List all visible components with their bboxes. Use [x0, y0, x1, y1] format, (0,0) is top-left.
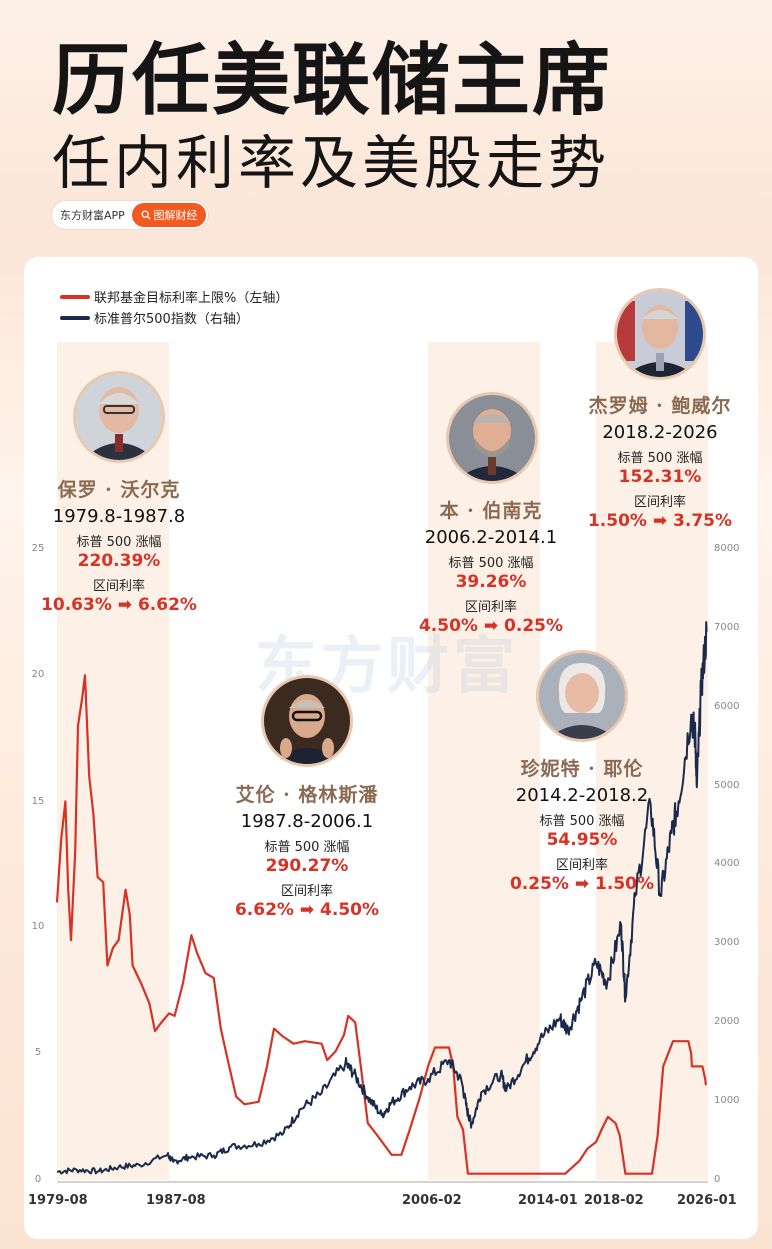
- chair-name: 本 · 伯南克: [439, 500, 543, 522]
- rate-range-label: 区间利率: [92, 579, 145, 594]
- brand-tag-button[interactable]: 图解财经: [132, 203, 206, 227]
- y-right-tick: 2000: [714, 1016, 740, 1027]
- y-left-tick: 5: [34, 1047, 42, 1058]
- spx-gain-label: 标普 500 涨幅: [264, 840, 350, 855]
- rate-range-value: 6.62% ➡ 4.50%: [234, 900, 380, 920]
- legend-swatch-rate: [60, 294, 90, 299]
- brand-tag-label: 图解财经: [153, 209, 198, 222]
- spx-gain-value: 152.31%: [618, 467, 702, 487]
- legend-item-spx: 标准普尔500指数（右轴）: [60, 307, 288, 328]
- chair-term: 2006.2-2014.1: [424, 527, 558, 548]
- x-tick-label: 1979-08: [28, 1193, 88, 1208]
- rate-range-label: 区间利率: [464, 600, 517, 615]
- chair-name: 艾伦 · 格林斯潘: [235, 784, 379, 806]
- legend-item-rate: 联邦基金目标利率上限%（左轴）: [60, 286, 288, 307]
- page-title: 历任美联储主席: [52, 36, 613, 126]
- rate-range-value: 4.50% ➡ 0.25%: [418, 616, 564, 636]
- rate-range-value: 1.50% ➡ 3.75%: [587, 511, 733, 531]
- x-tick-label: 2018-02: [584, 1193, 644, 1208]
- chair-term: 2018.2-2026: [602, 422, 718, 443]
- spx-gain-value: 39.26%: [455, 572, 527, 592]
- page-subtitle: 任内利率及美股走势: [52, 129, 611, 197]
- portrait-volcker-icon: [73, 371, 165, 463]
- spx-gain-value: 54.95%: [546, 830, 618, 850]
- term-band-0: [57, 342, 169, 1180]
- y-right-tick: 4000: [714, 858, 740, 869]
- portrait-powell-icon: [614, 288, 706, 380]
- y-left-tick: 20: [31, 669, 45, 680]
- y-right-tick: 0: [714, 1174, 721, 1185]
- spx-line: [56, 621, 708, 1175]
- y-left-tick: 10: [31, 921, 45, 932]
- y-right-tick: 3000: [714, 937, 740, 948]
- term-band-2: [596, 342, 708, 1180]
- chair-greenspan: 艾伦 · 格林斯潘 1987.8-2006.1 标普 500 涨幅 290.27…: [197, 780, 417, 920]
- y-left-tick: 0: [34, 1174, 42, 1185]
- y-right-tick: 6000: [714, 701, 740, 712]
- rate-range-value: 10.63% ➡ 6.62%: [41, 595, 197, 615]
- x-tick-label: 2006-02: [402, 1193, 462, 1208]
- spx-gain-label: 标普 500 涨幅: [617, 451, 703, 466]
- portrait-bernanke-icon: [446, 392, 538, 484]
- spx-gain-label: 标普 500 涨幅: [76, 535, 162, 550]
- chair-bernanke: 本 · 伯南克 2006.2-2014.1 标普 500 涨幅 39.26% 区…: [381, 496, 601, 636]
- rate-series: [55, 674, 707, 1175]
- y-right-tick: 7000: [714, 622, 740, 633]
- chair-yellen: 珍妮特 · 耶伦 2014.2-2018.2 标普 500 涨幅 54.95% …: [472, 754, 692, 894]
- chair-powell: 杰罗姆 · 鲍威尔 2018.2-2026 标普 500 涨幅 152.31% …: [550, 391, 770, 531]
- term-bands: [57, 342, 708, 1180]
- portrait-yellen-icon: [536, 650, 628, 742]
- legend-label-spx: 标准普尔500指数（右轴）: [94, 312, 249, 327]
- brand-badge[interactable]: 东方财富APP 图解财经: [52, 201, 208, 229]
- chair-term: 1987.8-2006.1: [240, 811, 374, 832]
- y-right-tick: 8000: [714, 543, 740, 554]
- y-left-tick: 15: [31, 796, 45, 807]
- spx-gain-label: 标普 500 涨幅: [539, 814, 625, 829]
- chair-name: 杰罗姆 · 鲍威尔: [588, 395, 732, 417]
- chair-term: 2014.2-2018.2: [515, 785, 649, 806]
- chair-term: 1979.8-1987.8: [52, 506, 186, 527]
- chair-name: 珍妮特 · 耶伦: [520, 758, 644, 780]
- chair-volcker: 保罗 · 沃尔克 1979.8-1987.8 标普 500 涨幅 220.39%…: [9, 475, 229, 615]
- legend: 联邦基金目标利率上限%（左轴） 标准普尔500指数（右轴）: [60, 286, 288, 328]
- y-right-tick: 5000: [714, 780, 740, 791]
- x-tick-label: 2026-01: [677, 1193, 737, 1208]
- spx-series: [56, 621, 708, 1175]
- y-right-tick: 1000: [714, 1095, 740, 1106]
- portrait-greenspan-icon: [261, 675, 353, 767]
- legend-label-rate: 联邦基金目标利率上限%（左轴）: [94, 291, 289, 306]
- rate-line: [55, 674, 707, 1175]
- x-tick-label: 2014-01: [518, 1193, 578, 1208]
- spx-gain-value: 220.39%: [77, 551, 161, 571]
- chair-name: 保罗 · 沃尔克: [57, 479, 181, 501]
- spx-gain-value: 290.27%: [265, 856, 349, 876]
- brand-app-label: 东方财富APP: [60, 209, 125, 222]
- spx-gain-label: 标普 500 涨幅: [448, 556, 534, 571]
- search-icon: [141, 210, 150, 220]
- rate-range-label: 区间利率: [280, 884, 333, 899]
- rate-range-label: 区间利率: [555, 858, 608, 873]
- legend-swatch-spx: [60, 315, 90, 320]
- rate-range-label: 区间利率: [633, 495, 686, 510]
- x-tick-label: 1987-08: [146, 1193, 206, 1208]
- rate-range-value: 0.25% ➡ 1.50%: [509, 874, 655, 894]
- y-left-tick: 25: [31, 543, 45, 554]
